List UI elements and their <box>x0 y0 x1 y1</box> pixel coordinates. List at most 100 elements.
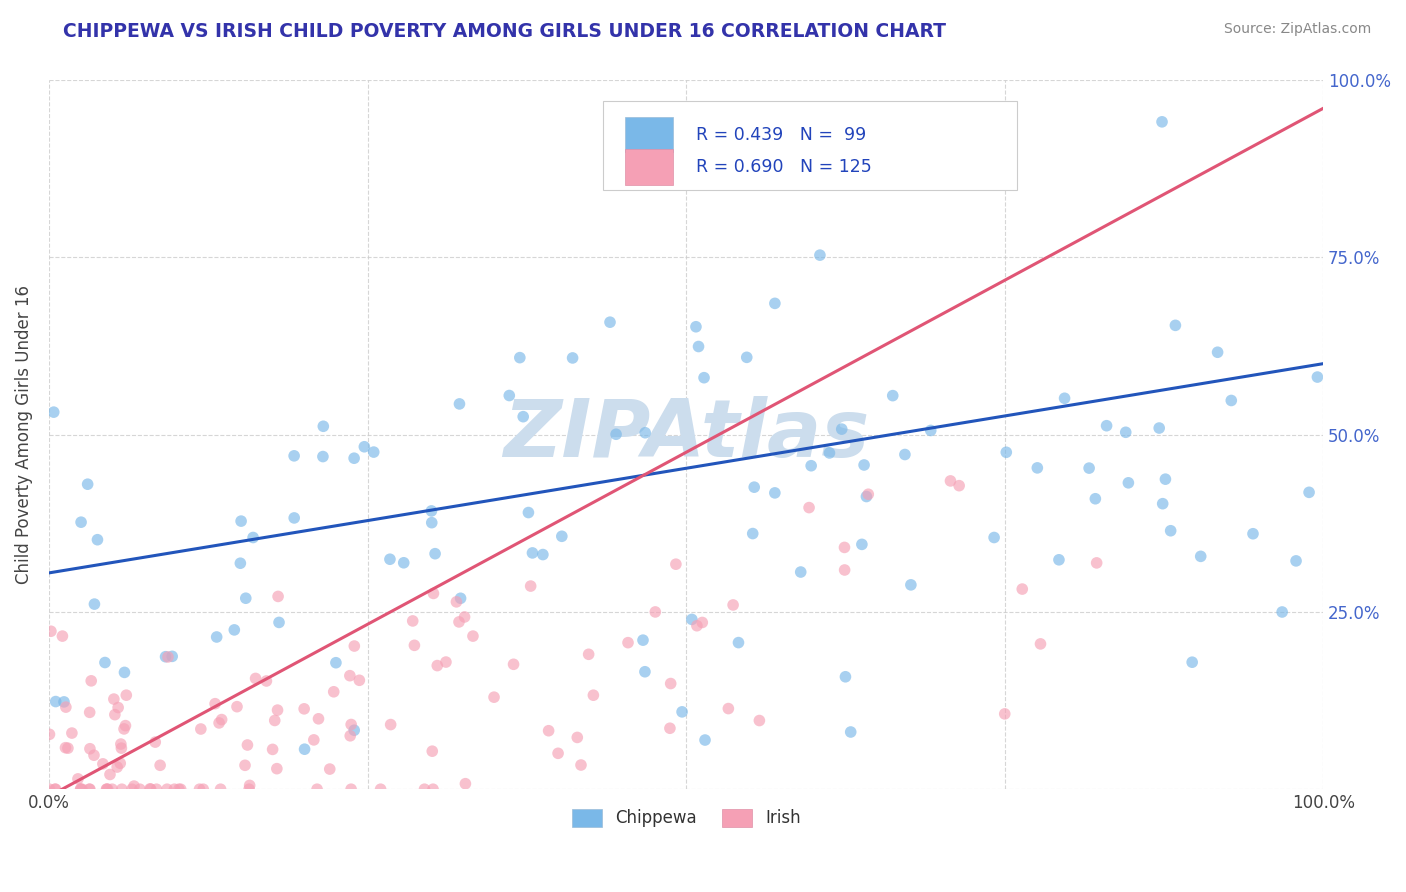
Point <box>894 448 917 462</box>
Point <box>498 388 520 402</box>
Point <box>163 782 186 797</box>
Point <box>644 605 666 619</box>
Point <box>263 714 285 728</box>
Point <box>685 319 707 334</box>
Point <box>1078 461 1101 475</box>
Point <box>353 440 375 454</box>
Point <box>103 692 125 706</box>
Point <box>1181 655 1204 669</box>
Point <box>266 762 288 776</box>
Point <box>343 723 366 738</box>
Point <box>267 590 290 604</box>
Point <box>1085 556 1108 570</box>
Point <box>242 531 264 545</box>
Point <box>44 782 66 797</box>
Point <box>1053 391 1076 405</box>
Point <box>79 741 101 756</box>
Point <box>98 767 121 781</box>
Point <box>502 657 524 672</box>
Point <box>1206 345 1229 359</box>
Point <box>60 726 83 740</box>
Point <box>1011 582 1033 596</box>
Point <box>634 665 657 679</box>
Point <box>312 450 335 464</box>
Point <box>39 624 62 639</box>
Point <box>634 425 657 440</box>
Point <box>156 650 179 665</box>
Text: CHIPPEWA VS IRISH CHILD POVERTY AMONG GIRLS UNDER 16 CORRELATION CHART: CHIPPEWA VS IRISH CHILD POVERTY AMONG GI… <box>63 22 946 41</box>
Point <box>717 701 740 715</box>
Point <box>86 533 108 547</box>
Point <box>688 339 710 353</box>
Point <box>900 578 922 592</box>
Point <box>122 779 145 793</box>
Point <box>69 782 91 797</box>
Point <box>509 351 531 365</box>
Point <box>450 591 472 606</box>
Point <box>797 500 820 515</box>
Point <box>340 782 363 797</box>
Point <box>1164 318 1187 333</box>
Point <box>155 649 177 664</box>
Point <box>404 638 426 652</box>
Point <box>170 782 193 797</box>
Point <box>983 531 1005 545</box>
Point <box>551 529 574 543</box>
Point <box>76 477 98 491</box>
Point <box>283 449 305 463</box>
Point <box>681 612 703 626</box>
Point <box>245 672 267 686</box>
Point <box>537 723 560 738</box>
Point <box>193 782 215 797</box>
Point <box>97 782 120 797</box>
Point <box>454 777 477 791</box>
Point <box>855 490 877 504</box>
Point <box>727 635 749 649</box>
Point <box>266 703 288 717</box>
Point <box>831 422 853 436</box>
Point <box>631 633 654 648</box>
Point <box>1047 553 1070 567</box>
Point <box>426 658 449 673</box>
Point <box>55 700 77 714</box>
Point <box>343 451 366 466</box>
Point <box>939 474 962 488</box>
Point <box>91 756 114 771</box>
Point <box>690 615 713 630</box>
Point <box>763 296 786 310</box>
Point <box>693 370 716 384</box>
Point <box>413 782 436 797</box>
Point <box>1095 418 1118 433</box>
Point <box>994 706 1017 721</box>
Point <box>204 697 226 711</box>
Point <box>748 714 770 728</box>
Point <box>83 597 105 611</box>
Point <box>156 782 179 797</box>
Point <box>671 705 693 719</box>
Point <box>226 699 249 714</box>
Point <box>349 673 371 688</box>
Point <box>112 722 135 736</box>
FancyBboxPatch shape <box>603 102 1018 190</box>
Point <box>307 782 329 797</box>
Point <box>420 744 443 758</box>
Point <box>721 598 744 612</box>
Point <box>1160 524 1182 538</box>
Point <box>741 526 763 541</box>
Point <box>531 548 554 562</box>
Point <box>139 781 162 796</box>
Point <box>420 516 443 530</box>
Point <box>693 733 716 747</box>
Point <box>995 445 1018 459</box>
Point <box>839 725 862 739</box>
Point <box>143 735 166 749</box>
Point <box>1298 485 1320 500</box>
Point <box>522 546 544 560</box>
Point <box>742 480 765 494</box>
Point <box>70 782 93 797</box>
Point <box>1189 549 1212 564</box>
Point <box>449 397 471 411</box>
Point <box>267 615 290 630</box>
Point <box>735 351 758 365</box>
Point <box>343 639 366 653</box>
